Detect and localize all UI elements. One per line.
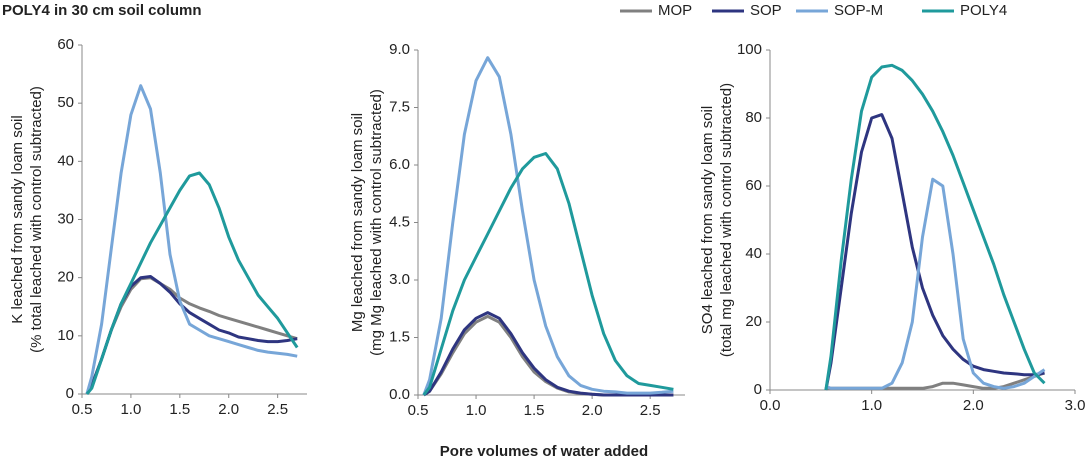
y-axis-label: (total mg leached with control subtracte…	[718, 83, 735, 357]
series-line	[422, 56, 674, 396]
series-line	[824, 113, 1045, 391]
series-line	[422, 152, 674, 396]
y-axis-label: K leached from sandy loam soil	[9, 115, 26, 323]
x-tick-label: 2.0	[963, 397, 984, 414]
y-tick-label: 60	[57, 36, 74, 53]
series-line	[85, 171, 299, 395]
x-tick-label: 1.5	[169, 401, 190, 418]
y-tick-label: 4.5	[389, 213, 410, 230]
y-axis-label: Mg leached from sandy loam soil	[349, 113, 366, 332]
series-line	[85, 276, 298, 395]
y-tick-label: 50	[57, 94, 74, 111]
y-tick-label: 9.0	[389, 41, 410, 58]
legend-label: POLY4	[960, 2, 1007, 19]
series-line	[825, 177, 1046, 390]
x-tick-label: 3.0	[1065, 397, 1086, 414]
x-axis-label: Pore volumes of water added	[440, 443, 648, 460]
y-tick-label: 6.0	[389, 156, 410, 173]
x-tick-label: 1.0	[466, 402, 487, 419]
legend-label: SOP	[750, 2, 782, 19]
legend-label: MOP	[658, 2, 692, 19]
y-axis-label: (mg Mg leached with control subtracted)	[368, 89, 385, 356]
x-tick-label: 2.0	[218, 401, 239, 418]
y-tick-label: 0	[754, 381, 762, 398]
legend-label: SOP-M	[834, 2, 883, 19]
x-tick-label: 0.5	[408, 402, 429, 419]
y-axis-label: SO4 leached from sandy loam soil	[699, 106, 716, 334]
series-line	[422, 311, 674, 397]
y-tick-label: 3.0	[389, 271, 410, 288]
y-tick-label: 40	[57, 152, 74, 169]
figure-title: POLY4 in 30 cm soil column	[2, 2, 202, 19]
x-tick-label: 2.5	[267, 401, 288, 418]
x-tick-label: 1.0	[120, 401, 141, 418]
y-tick-label: 0.0	[389, 386, 410, 403]
y-tick-label: 10	[57, 327, 74, 344]
x-tick-label: 0.5	[72, 401, 93, 418]
y-tick-label: 100	[737, 41, 762, 58]
series-line	[85, 275, 298, 395]
y-tick-label: 20	[57, 269, 74, 286]
y-tick-label: 20	[745, 313, 762, 330]
y-tick-label: 0	[66, 385, 74, 402]
y-tick-label: 60	[745, 177, 762, 194]
y-axis-label: (% total leached with control subtracted…	[28, 86, 45, 353]
y-tick-label: 7.5	[389, 98, 410, 115]
series-line	[85, 84, 298, 395]
x-tick-label: 1.0	[861, 397, 882, 414]
y-tick-label: 1.5	[389, 328, 410, 345]
x-tick-label: 1.5	[524, 402, 545, 419]
series-line	[824, 63, 1046, 391]
y-tick-label: 30	[57, 210, 74, 227]
x-tick-label: 2.0	[582, 402, 603, 419]
x-tick-label: 2.5	[640, 402, 661, 419]
y-tick-label: 80	[745, 109, 762, 126]
y-tick-label: 40	[745, 245, 762, 262]
x-tick-label: 0.0	[760, 397, 781, 414]
